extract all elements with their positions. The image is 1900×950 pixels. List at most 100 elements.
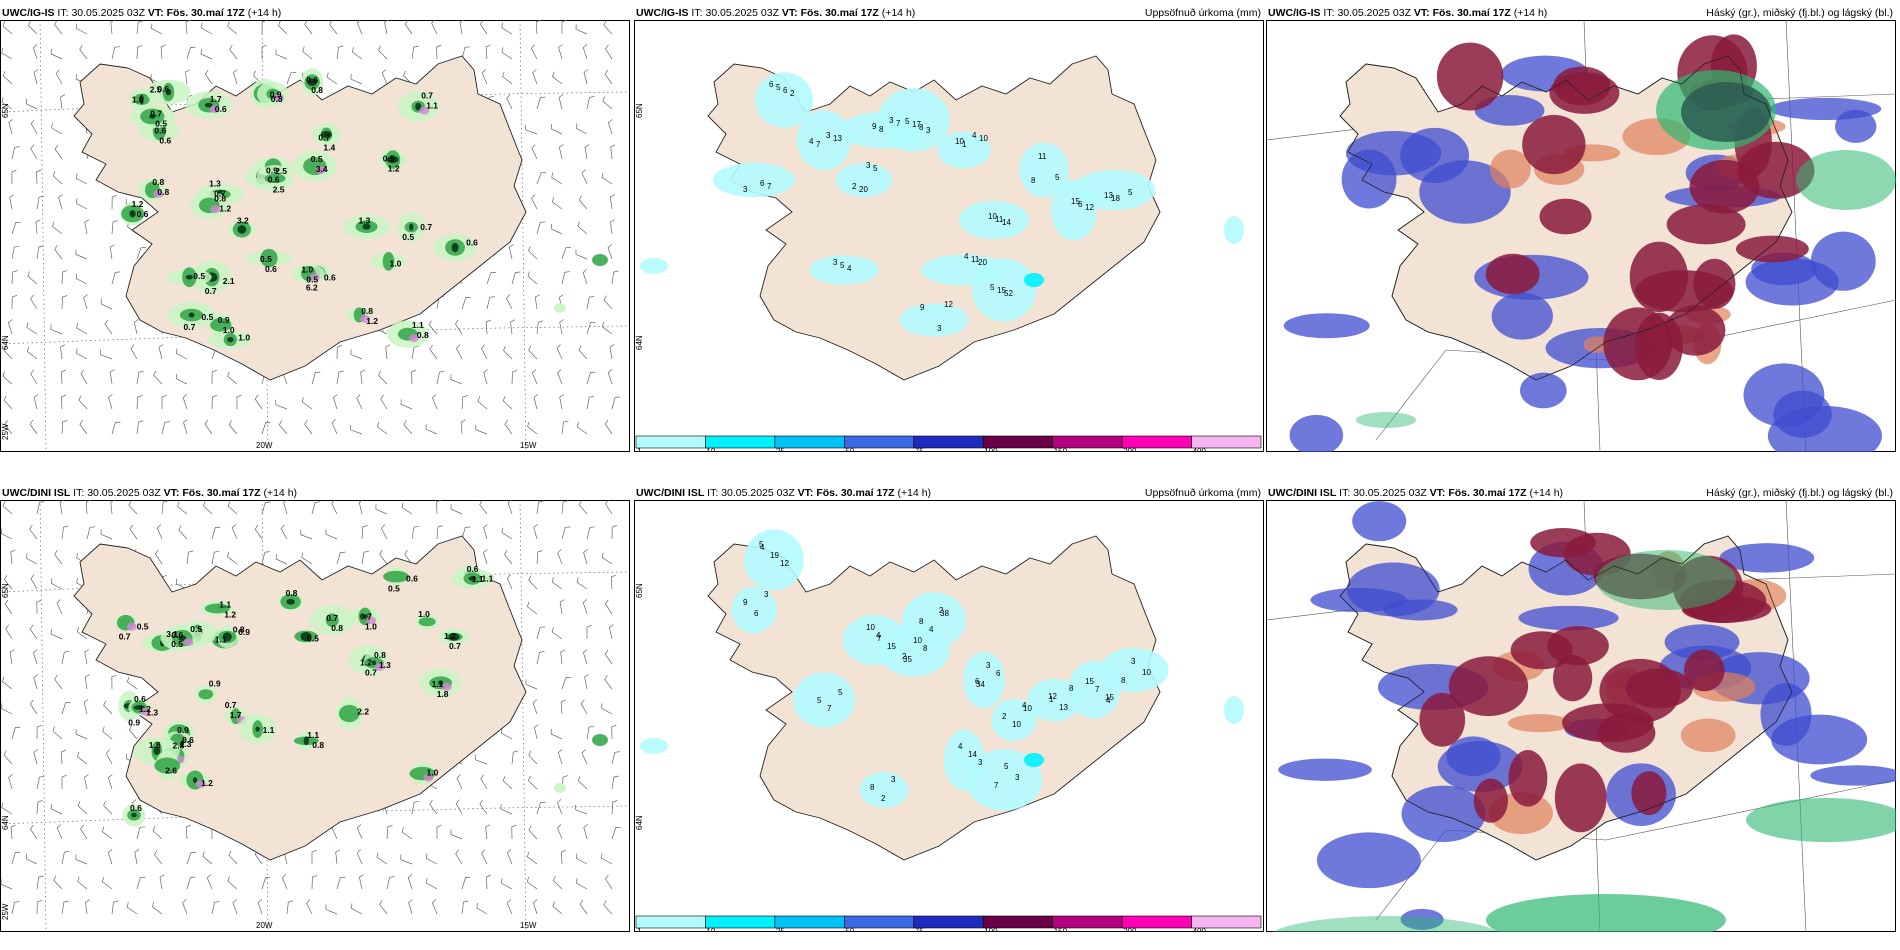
accumulation-value-label: 10	[866, 623, 875, 632]
wind-barb	[550, 728, 563, 740]
accumulation-value-label: 15	[1085, 677, 1094, 686]
lon-label: 25W	[1, 423, 10, 440]
wind-barb	[436, 525, 443, 540]
wind-barb	[336, 45, 344, 60]
wind-barb	[183, 419, 188, 435]
accumulation-value-label: 6	[760, 179, 765, 188]
wind-barb	[532, 699, 538, 715]
precip-value-label: 1.3	[379, 660, 391, 670]
precip-value-label: 0.7	[318, 133, 330, 143]
precip-area-heavy	[131, 812, 137, 818]
precip-area-moderate	[592, 734, 608, 746]
precip-value-label: 1.8	[149, 740, 161, 750]
precip-area-moderate	[418, 617, 436, 627]
panel-title: Háský (gr.), miðský (fj.bl.) og lágský (…	[1706, 7, 1893, 19]
panel-header: UWC/DINI ISL IT: 30.05.2025 03Z VT: Fös.…	[636, 487, 932, 499]
wind-barb	[2, 676, 13, 690]
wind-barb	[2, 21, 13, 35]
accumulation-area	[1099, 647, 1169, 693]
wind-barb	[1, 97, 13, 110]
precip-value-label: 3.2	[237, 216, 249, 226]
wind-barb	[77, 751, 88, 765]
wind-barb	[560, 649, 566, 665]
low-cloud-area	[1278, 758, 1372, 781]
precip-value-label: 1.0	[223, 325, 235, 335]
accumulation-value-label: 8	[923, 644, 928, 653]
precip-value-label: 2.8	[173, 741, 185, 751]
precip-value-label: 0.9	[218, 315, 230, 325]
wind-barb	[228, 420, 238, 435]
cloud-fringe-area	[1489, 149, 1531, 189]
wind-barb	[586, 295, 595, 310]
precip-area-heavy	[303, 736, 309, 746]
colorbar-swatch	[913, 915, 984, 929]
wind-barb	[136, 20, 144, 35]
precip-value-label: 1.0	[132, 94, 144, 104]
wind-barb	[186, 46, 196, 60]
accumulation-value-label: 4	[929, 625, 934, 634]
wind-barb	[111, 674, 117, 690]
wind-barb	[261, 551, 270, 565]
precip-area-moderate	[382, 251, 395, 271]
accumulation-area	[640, 258, 668, 274]
precip-area-moderate	[264, 173, 286, 184]
wind-barb	[103, 800, 113, 815]
wind-barb	[236, 394, 242, 410]
accumulation-area	[1019, 142, 1069, 198]
wind-barb	[401, 827, 413, 840]
precip-area-heavy	[227, 337, 234, 343]
lon-label: 25W	[1, 903, 10, 920]
wind-barb	[182, 394, 188, 410]
wind-barb	[581, 169, 588, 185]
wind-barb	[583, 69, 589, 85]
wind-barb	[556, 799, 563, 815]
wind-barb	[36, 599, 42, 615]
precip-value-label: 0.7	[150, 109, 162, 119]
wind-barb	[501, 22, 513, 35]
low-cloud-area	[1810, 765, 1896, 786]
accumulation-value-label: 38	[940, 609, 949, 618]
wind-barb	[11, 221, 21, 235]
wind-barb	[211, 526, 221, 540]
wind-barb	[351, 903, 363, 915]
wind-barb	[336, 551, 346, 565]
precip-area-moderate	[204, 603, 230, 614]
precip-area-heavy	[371, 660, 377, 666]
accumulation-value-label: 1	[1049, 695, 1054, 704]
accumulation-value-label: 4	[972, 131, 977, 140]
precip-area-intense	[273, 93, 284, 102]
wind-barb	[551, 627, 563, 640]
precip-values: 0.71.11.20.60.70.80.90.51.11.13.10.71.30…	[119, 564, 494, 813]
precip-area-intense	[210, 205, 221, 214]
wind-barb	[30, 294, 38, 310]
cloud-fringe-area	[1507, 714, 1571, 733]
wind-barb	[283, 500, 288, 515]
wind-barb	[3, 395, 13, 410]
wind-barb	[601, 853, 613, 865]
panel-row2-accumulated-precip: UWC/DINI ISL IT: 30.05.2025 03Z VT: Fös.…	[634, 486, 1264, 932]
colorbar-swatch	[774, 435, 845, 449]
accumulation-value-label: 3	[978, 758, 983, 767]
accumulation-value-label: 13	[833, 134, 842, 143]
accumulation-value-label: 7	[896, 119, 901, 128]
colorbar-tick-label: 200	[1123, 927, 1137, 932]
wind-barb	[159, 874, 165, 890]
precip-area-moderate	[154, 757, 181, 774]
panel-row1-precip-wind: UWC/IG-IS IT: 30.05.2025 03Z VT: Fös. 30…	[0, 6, 630, 452]
wind-barb	[76, 348, 88, 360]
accumulation-value-label: 4	[760, 543, 765, 552]
wind-barb	[51, 123, 63, 135]
wind-barb	[582, 44, 588, 60]
wind-barb	[400, 399, 413, 410]
wind-barb	[551, 172, 563, 185]
wind-barb	[56, 599, 63, 615]
wind-barb	[61, 394, 67, 410]
precip-value-label: 1.1	[215, 634, 227, 644]
wind-barb	[610, 219, 615, 235]
wind-barb	[227, 876, 238, 890]
precip-area-heavy	[362, 614, 368, 619]
wind-barb	[476, 902, 488, 915]
wind-barb	[101, 876, 113, 890]
precip-value-label: 0.8	[214, 193, 226, 203]
wind-barb	[506, 574, 513, 590]
